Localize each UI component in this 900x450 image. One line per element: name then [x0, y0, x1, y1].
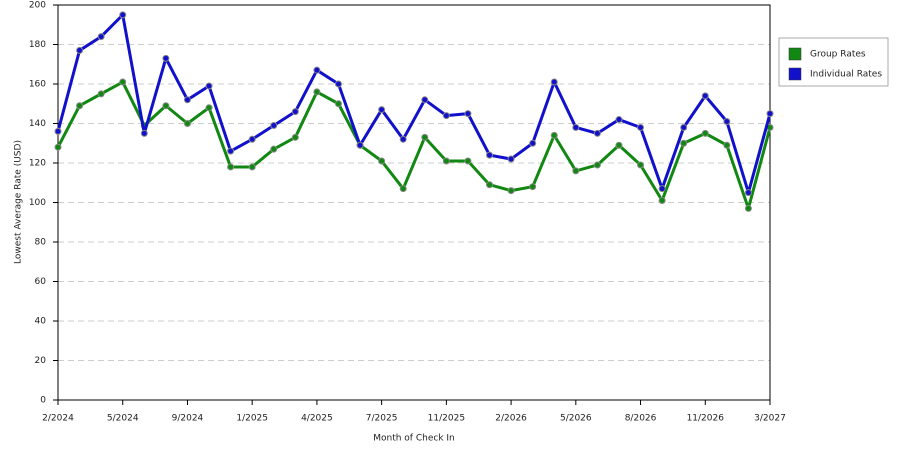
point — [183, 120, 191, 127]
point — [637, 123, 645, 131]
legend-swatch — [788, 47, 802, 61]
point — [572, 167, 580, 175]
point — [421, 133, 429, 141]
x-tick-label: 4/2025 — [301, 414, 333, 424]
point — [334, 100, 342, 108]
series-line — [56, 13, 772, 195]
point — [507, 187, 515, 195]
point — [248, 163, 256, 171]
x-tick-label: 11/2026 — [687, 414, 725, 424]
point — [162, 54, 170, 62]
point — [529, 183, 537, 191]
y-tick-label: 180 — [29, 40, 46, 50]
x-tick-label: 5/2024 — [107, 414, 139, 424]
point — [572, 123, 580, 131]
x-tick-label: 3/2027 — [754, 414, 786, 424]
x-tick-label: 9/2024 — [172, 414, 204, 424]
point — [744, 204, 752, 212]
legend-label: Group Rates — [810, 50, 866, 60]
point — [615, 116, 623, 124]
y-tick-label: 20 — [35, 356, 47, 366]
y-tick-label: 100 — [29, 198, 46, 208]
point — [227, 163, 235, 171]
point — [119, 11, 127, 19]
point — [658, 185, 666, 193]
point — [291, 108, 299, 116]
point — [97, 90, 105, 98]
point — [205, 82, 213, 90]
point — [54, 127, 62, 135]
plot-border — [57, 4, 771, 401]
point — [421, 96, 429, 104]
point — [464, 157, 472, 165]
point — [593, 161, 601, 169]
y-tick-label: 0 — [40, 396, 46, 406]
point — [442, 112, 450, 120]
x-tick-label: 5/2026 — [560, 414, 592, 424]
point — [227, 147, 235, 155]
x-tick-label: 7/2025 — [366, 414, 398, 424]
x-tick-label: 8/2026 — [625, 414, 657, 424]
point — [486, 151, 494, 159]
point — [140, 129, 148, 137]
point — [593, 129, 601, 137]
point — [766, 110, 774, 118]
point — [637, 161, 645, 169]
point — [291, 133, 299, 141]
point — [399, 185, 407, 193]
point — [270, 121, 278, 129]
point — [54, 143, 62, 151]
point — [313, 88, 321, 96]
point — [313, 66, 321, 74]
point — [399, 135, 407, 143]
x-tick-label: 2/2026 — [495, 414, 527, 424]
legend-label: Individual Rates — [810, 70, 882, 80]
point — [744, 189, 752, 197]
point — [378, 106, 386, 114]
point — [701, 129, 709, 137]
point — [550, 131, 558, 139]
y-tick-label: 60 — [35, 277, 47, 287]
point — [270, 145, 278, 153]
x-axis-title: Month of Check In — [373, 434, 455, 444]
y-tick-label: 80 — [35, 238, 47, 248]
point — [680, 139, 688, 147]
y-tick-label: 140 — [29, 119, 46, 129]
series-line — [56, 80, 772, 210]
point — [701, 92, 709, 100]
x-tick-label: 1/2025 — [236, 414, 268, 424]
point — [205, 104, 213, 112]
point — [680, 123, 688, 131]
x-tick-label: 2/2024 — [42, 414, 74, 424]
point — [356, 141, 364, 149]
point — [97, 33, 105, 41]
point — [378, 157, 386, 165]
point — [507, 155, 515, 163]
point — [162, 102, 170, 110]
x-tick-label: 11/2025 — [428, 414, 465, 424]
point — [442, 157, 450, 165]
point — [119, 78, 127, 86]
point — [76, 46, 84, 54]
y-tick-label: 120 — [29, 159, 46, 169]
y-tick-label: 40 — [35, 317, 47, 327]
point — [658, 197, 666, 205]
point — [334, 80, 342, 88]
point — [550, 78, 558, 86]
legend-swatch — [788, 67, 802, 81]
point — [183, 96, 191, 104]
point — [76, 102, 84, 110]
point — [486, 181, 494, 189]
point — [529, 139, 537, 147]
y-tick-label: 200 — [29, 1, 46, 11]
point — [723, 118, 731, 126]
y-tick-label: 160 — [29, 80, 46, 90]
point — [248, 135, 256, 143]
point — [464, 110, 472, 118]
point — [615, 141, 623, 149]
y-axis-title: Lowest Average Rate (USD) — [14, 140, 24, 264]
point — [723, 141, 731, 149]
